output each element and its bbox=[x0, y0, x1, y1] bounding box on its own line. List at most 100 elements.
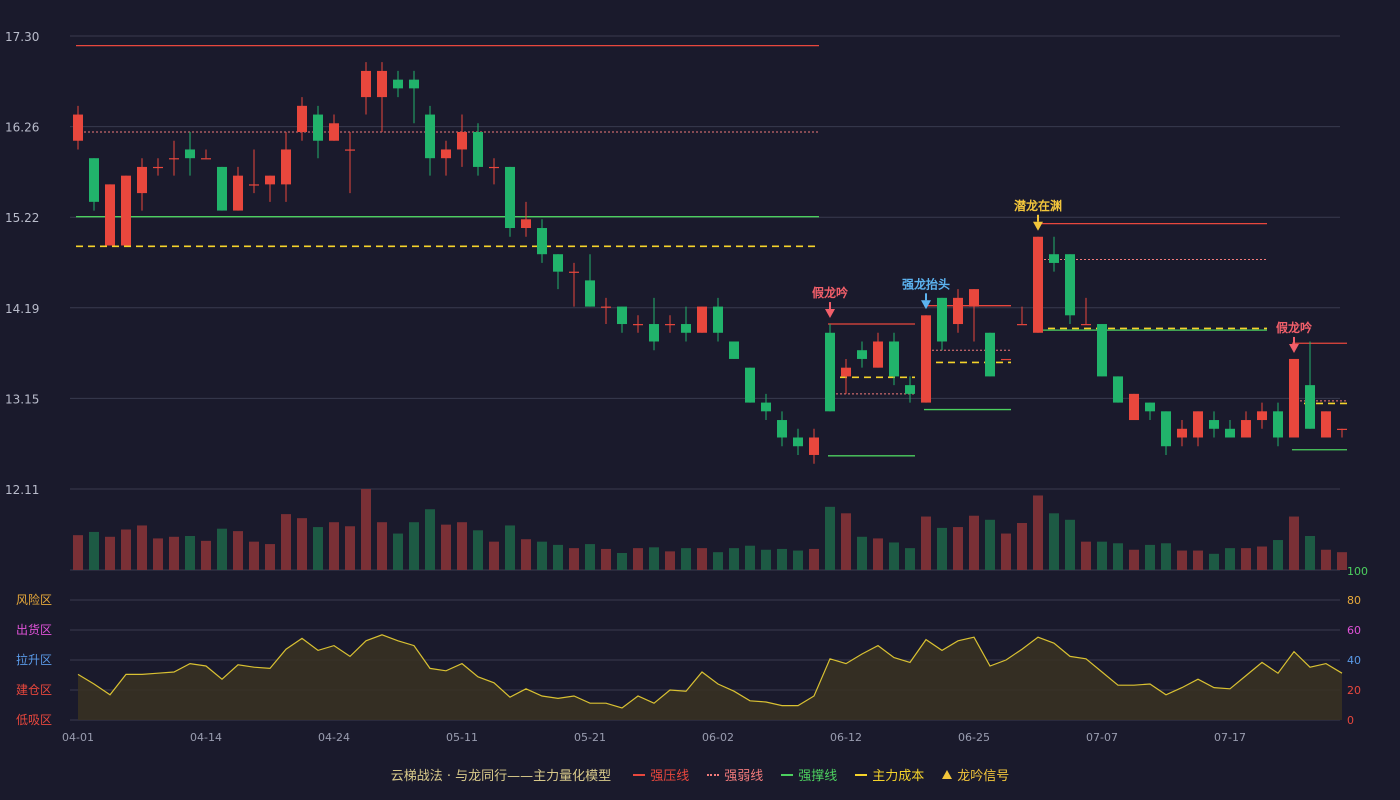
candle-body bbox=[505, 166, 515, 229]
volume-bar bbox=[473, 530, 483, 570]
signal-arrow-icon bbox=[1289, 343, 1299, 353]
candle-body bbox=[825, 332, 835, 412]
oscillator-tick-label: 60 bbox=[1347, 624, 1361, 637]
oscillator-tick-label: 40 bbox=[1347, 654, 1361, 667]
candle-body bbox=[809, 437, 819, 455]
signal-label: 潜龙在渊 bbox=[1014, 198, 1062, 213]
date-tick-label: 07-07 bbox=[1086, 731, 1118, 744]
legend-swatch bbox=[707, 773, 720, 776]
candle-body bbox=[889, 341, 899, 377]
candle-body bbox=[697, 306, 707, 333]
volume-bar bbox=[1289, 516, 1299, 570]
signal-label: 假龙吟 bbox=[812, 285, 848, 300]
volume-bar bbox=[169, 536, 179, 570]
candle-body bbox=[585, 280, 595, 307]
volume-bar bbox=[1097, 541, 1107, 570]
legend-title: 云梯战法 · 与龙同行——主力量化模型 bbox=[390, 769, 612, 784]
candle-body bbox=[89, 158, 99, 202]
candle-body bbox=[1161, 411, 1171, 447]
volume-bar bbox=[585, 544, 595, 570]
volume-bar bbox=[841, 513, 851, 570]
price-tick-label: 16.26 bbox=[5, 121, 39, 135]
candle-body bbox=[121, 175, 131, 246]
candle-body bbox=[73, 114, 83, 141]
date-tick-label: 04-24 bbox=[318, 731, 350, 744]
volume-bar bbox=[873, 538, 883, 570]
candle-body bbox=[297, 105, 307, 133]
signal-arrow-icon bbox=[921, 300, 931, 310]
candle-body bbox=[105, 184, 115, 246]
chart-legend: 云梯战法 · 与龙同行——主力量化模型 强压线 强弱线 强撑线 主力成本 龙吟信号 bbox=[0, 765, 1400, 784]
oscillator-tick-label: 80 bbox=[1347, 594, 1361, 607]
volume-bar bbox=[281, 514, 291, 570]
candle-body bbox=[1097, 324, 1107, 377]
candle-body bbox=[777, 420, 787, 438]
volume-bar bbox=[905, 548, 915, 570]
volume-bar bbox=[361, 489, 371, 570]
candle-body bbox=[1225, 428, 1235, 438]
volume-bar bbox=[505, 525, 515, 570]
volume-bar bbox=[73, 535, 83, 570]
oscillator-tick-label: 20 bbox=[1347, 684, 1361, 697]
volume-bar bbox=[681, 548, 691, 570]
oscillator-tick-label: 0 bbox=[1347, 714, 1354, 727]
volume-bar bbox=[265, 544, 275, 570]
volume-bar bbox=[313, 527, 323, 570]
candle-body bbox=[953, 297, 963, 325]
volume-bar bbox=[1193, 550, 1203, 570]
candle-body bbox=[681, 324, 691, 333]
volume-bar bbox=[457, 522, 467, 570]
candle-body bbox=[313, 114, 323, 141]
candle-body bbox=[1065, 254, 1075, 316]
candlestick-chart: 17.30 16.26 15.22 14.19 13.15 12.11 100 80 风险区 60… bbox=[5, 30, 1368, 744]
candle-body bbox=[457, 132, 467, 150]
volume-bar bbox=[1065, 519, 1075, 570]
volume-bar bbox=[249, 541, 259, 570]
candle-body bbox=[601, 306, 611, 308]
volume-bar bbox=[377, 522, 387, 570]
legend-item-label: 主力成本 bbox=[872, 769, 925, 784]
volume-bar bbox=[185, 535, 195, 570]
volume-bar bbox=[633, 548, 643, 570]
volume-bar bbox=[137, 525, 147, 570]
volume-bar bbox=[601, 548, 611, 570]
legend-item: 强撑线 bbox=[781, 765, 837, 784]
legend-item-label: 强压线 bbox=[650, 769, 690, 784]
legend-item: 强弱线 bbox=[707, 765, 763, 784]
price-tick-label: 14.19 bbox=[5, 302, 39, 316]
candle-body bbox=[1081, 324, 1091, 326]
candle-body bbox=[1001, 358, 1011, 361]
volume-bar bbox=[1305, 535, 1315, 570]
oscillator-zone-label: 风险区 bbox=[16, 592, 52, 607]
legend-item-label: 龙吟信号 bbox=[957, 769, 1010, 784]
volume-bar bbox=[553, 544, 563, 570]
date-tick-label: 06-12 bbox=[830, 731, 862, 744]
volume-bar bbox=[985, 519, 995, 570]
candle-body bbox=[1113, 376, 1123, 403]
candle-body bbox=[633, 324, 643, 326]
volume-bar bbox=[1161, 543, 1171, 570]
candle-body bbox=[1241, 420, 1251, 438]
oscillator-zone-label: 低吸区 bbox=[16, 713, 52, 727]
volume-bar bbox=[777, 548, 787, 570]
candle-body bbox=[377, 70, 387, 98]
candle-body bbox=[1049, 254, 1059, 263]
volume-bar bbox=[889, 542, 899, 570]
candle-body bbox=[249, 184, 259, 186]
candle-body bbox=[265, 175, 275, 185]
signal-arrow-icon bbox=[1033, 221, 1043, 231]
date-tick-label: 04-14 bbox=[190, 731, 222, 744]
volume-bar bbox=[217, 528, 227, 570]
volume-bar bbox=[825, 506, 835, 570]
legend-swatch bbox=[781, 773, 794, 776]
volume-bar bbox=[1001, 533, 1011, 570]
legend-item: 强压线 bbox=[633, 765, 689, 784]
candle-body bbox=[761, 402, 771, 412]
volume-bar bbox=[89, 531, 99, 570]
candle-body bbox=[1129, 393, 1139, 421]
volume-bar bbox=[1321, 549, 1331, 570]
volume-bar bbox=[329, 522, 339, 570]
candle-body bbox=[521, 219, 531, 229]
volume-bar bbox=[1113, 543, 1123, 570]
candle-body bbox=[345, 149, 355, 151]
